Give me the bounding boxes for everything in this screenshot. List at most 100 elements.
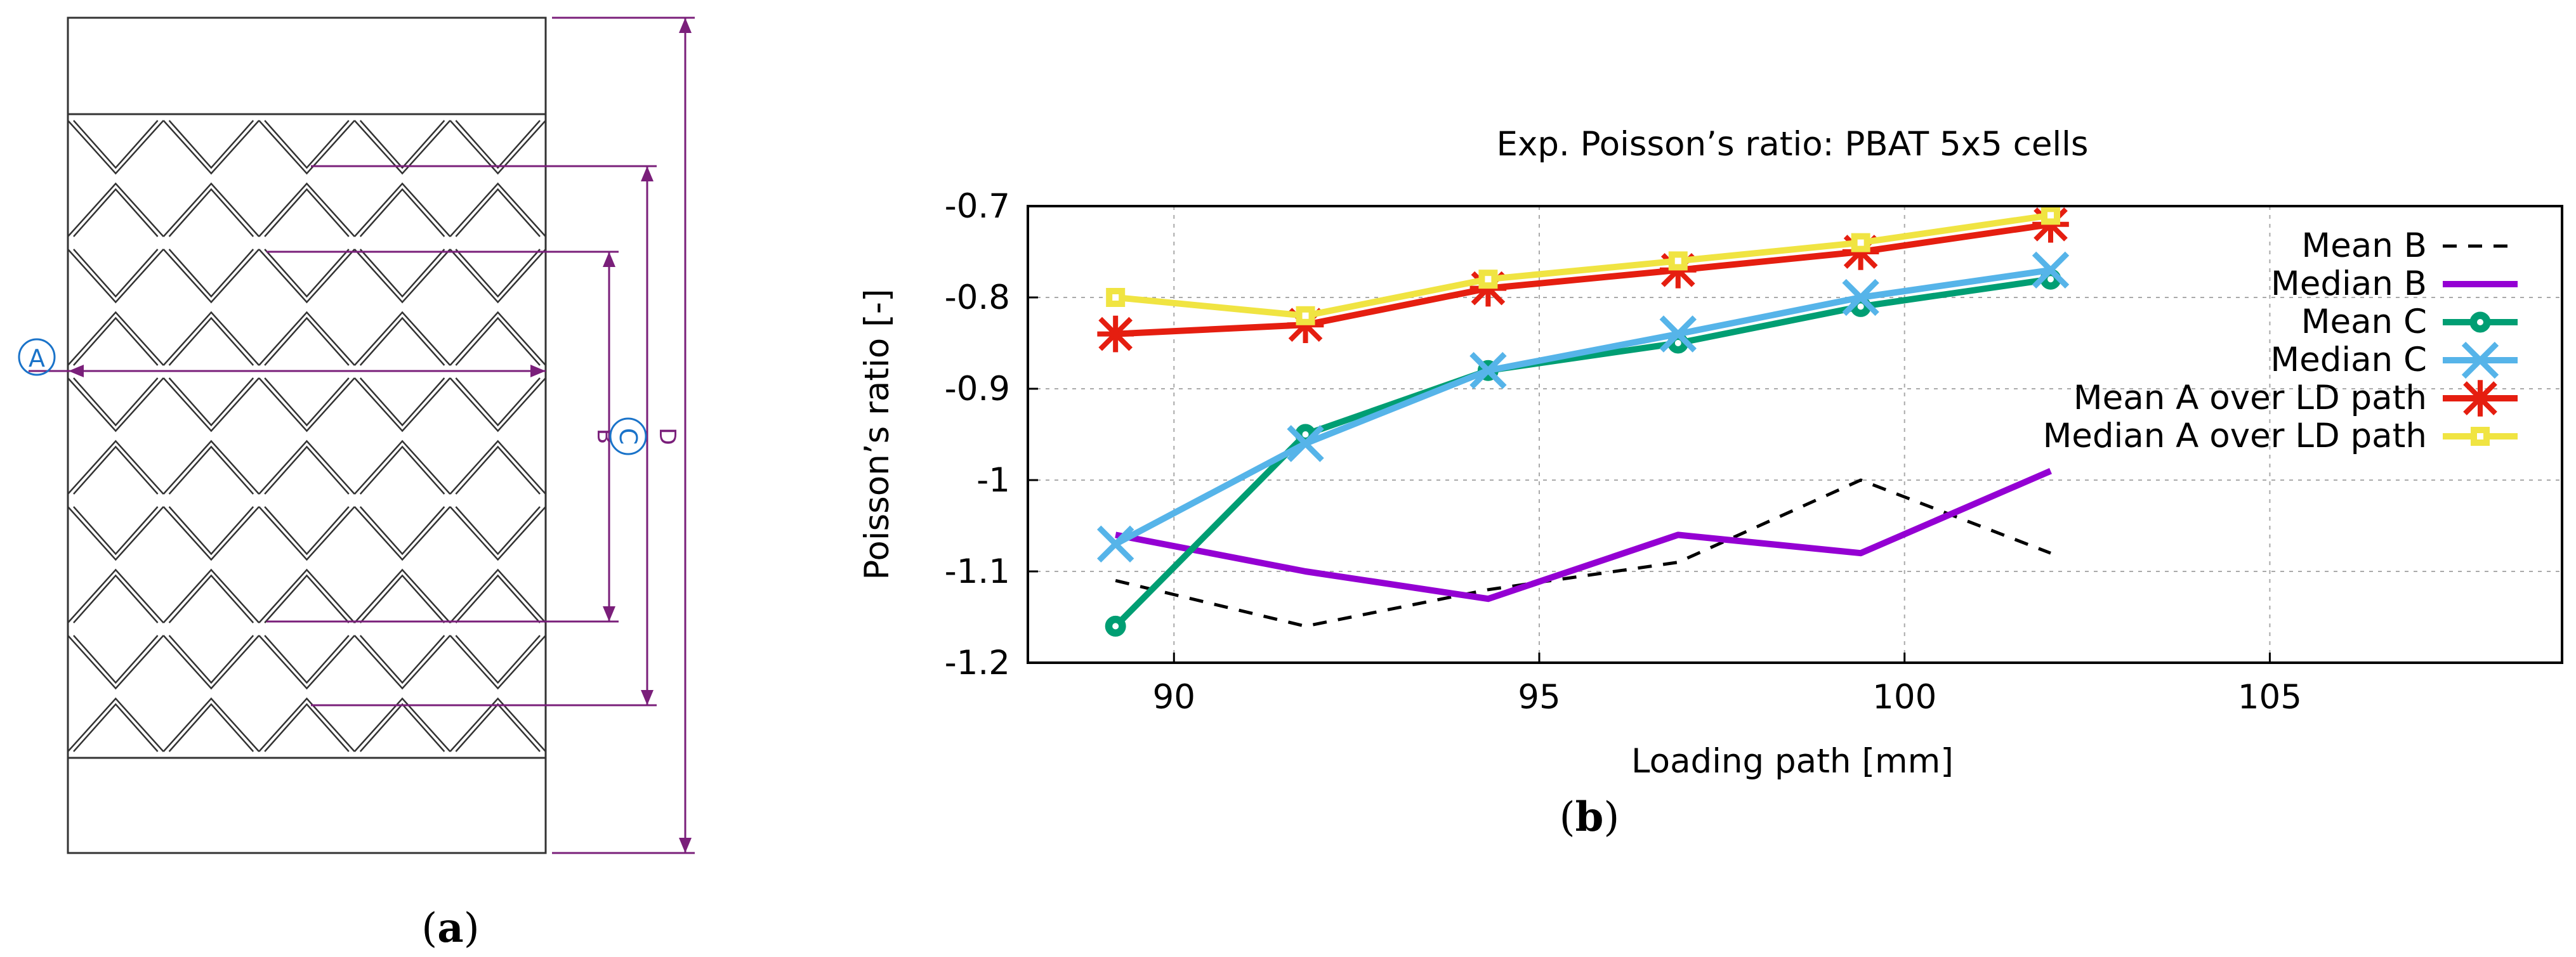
specimen-cell-strut <box>353 568 451 623</box>
specimen-cell-strut <box>258 439 355 495</box>
specimen-cell-strut <box>73 445 159 495</box>
series-line-mean-a-over-ld-path <box>1115 221 2051 337</box>
specimen-cell-strut <box>162 182 260 237</box>
specimen-cell-strut <box>353 249 451 304</box>
specimen-cell-strut <box>162 506 260 561</box>
specimen-cell-strut <box>455 506 541 556</box>
series-median-c <box>1096 251 2070 563</box>
specimen-cell-strut <box>264 316 350 366</box>
specimen-cell-strut <box>455 574 541 623</box>
specimen-cell-strut <box>258 568 355 623</box>
data-point-median-a-over-ld-path <box>1478 270 1498 289</box>
specimen-cell-strut <box>168 249 254 298</box>
specimen-cell-strut <box>67 249 164 304</box>
specimen-cell-strut <box>67 120 164 175</box>
top-grip <box>67 16 547 115</box>
legend-item-median-a-over-ld-path: Median A over LD path <box>2043 417 2518 455</box>
data-point-median-c <box>1659 315 1697 353</box>
specimen-cell-strut <box>353 120 451 175</box>
specimen-cell-strut <box>73 249 159 298</box>
panel-b-caption: (b) <box>1560 793 1620 841</box>
specimen-cell-strut <box>162 568 260 623</box>
specimen-cell-strut <box>258 120 355 175</box>
specimen-cell-strut <box>168 506 254 556</box>
data-point-median-c <box>1096 525 1134 563</box>
bottom-grip <box>67 757 547 854</box>
legend-item-mean-a-over-ld-path: Mean A over LD path <box>2073 379 2518 417</box>
data-point-median-c <box>1842 278 1879 316</box>
specimen-cell-strut <box>162 311 260 366</box>
specimen-cell-strut <box>73 506 159 556</box>
x-tick-label: 100 <box>1872 678 1936 717</box>
plot-frame <box>1027 205 2563 664</box>
specimen-cell-strut <box>359 249 445 298</box>
specimen-cell-strut <box>359 445 445 495</box>
specimen-cell-strut <box>359 120 445 169</box>
x-axis-label: Loading path [mm] <box>1631 742 1954 781</box>
specimen-cell-strut <box>168 703 254 752</box>
specimen-cell-strut <box>449 697 546 752</box>
panel-b: Exp. Poisson’s ratio: PBAT 5x5 cells -0.… <box>858 125 2563 841</box>
specimen-cell-strut <box>264 506 350 556</box>
x-axis: 90 95 100 105 <box>1153 653 2302 717</box>
series-line-mean-c <box>1113 276 2051 628</box>
specimen-cell-strut <box>455 316 541 366</box>
specimen-cell-strut <box>359 703 445 752</box>
legend-label: Median C <box>2270 341 2427 379</box>
specimen-cell-strut <box>73 703 159 752</box>
specimen-cell-strut <box>449 377 546 433</box>
dim-d-arrow-top <box>679 18 692 33</box>
specimen-cell-strut <box>258 506 355 561</box>
dim-d-arrow-bottom <box>679 838 692 853</box>
specimen-cell-strut <box>353 635 451 690</box>
specimen-cell-strut <box>67 635 164 690</box>
specimen-cell-strut <box>264 445 350 495</box>
specimen-cell-strut <box>162 249 260 304</box>
dim-c-arrow-bottom <box>641 690 654 705</box>
specimen-cell-strut <box>168 377 254 427</box>
data-point-median-a-over-ld-path <box>2041 205 2060 225</box>
panel-a-caption-letter: a <box>437 904 463 952</box>
specimen-cell-strut <box>73 635 159 684</box>
specimen-cell-strut <box>359 377 445 427</box>
specimen-cell-strut <box>264 635 350 684</box>
specimen-cell-strut <box>162 697 260 752</box>
data-point-mean-c <box>1105 615 1126 637</box>
panel-b-caption-open: ( <box>1560 794 1575 841</box>
dim-a-callout-circle <box>18 338 56 376</box>
series-median-b <box>1115 468 2052 602</box>
legend-marker <box>2461 341 2499 379</box>
dim-a-arrow-left <box>69 365 84 377</box>
legend-label: Mean C <box>2301 303 2427 341</box>
legend-label: Median B <box>2271 264 2427 303</box>
specimen-cell-strut <box>264 120 350 169</box>
specimen-cell-strut <box>449 439 546 495</box>
series-line-median-c <box>1114 266 2051 547</box>
specimen-cell-strut <box>455 188 541 237</box>
series-line-median-b <box>1115 468 2052 602</box>
specimen-cell-strut <box>449 249 546 304</box>
chart-title: Exp. Poisson’s ratio: PBAT 5x5 cells <box>1496 125 2088 164</box>
specimen-cell-strut <box>258 311 355 366</box>
specimen-cell-strut <box>168 316 254 366</box>
dimension-arrowheads <box>69 18 692 853</box>
y-tick-label: -1.1 <box>945 552 1010 591</box>
specimen-cell-strut <box>264 703 350 752</box>
y-tick-label: -1 <box>976 461 1010 500</box>
panel-a-caption-open: ( <box>421 905 437 952</box>
series-line-mean-b <box>1115 478 2051 628</box>
specimen-cell-strut <box>168 445 254 495</box>
specimen-cell-strut <box>168 574 254 623</box>
data-point-median-c <box>2032 251 2070 289</box>
dim-b-arrow-top <box>603 252 615 267</box>
specimen-cell-strut <box>359 316 445 366</box>
specimen-cell-strut <box>449 311 546 366</box>
data-point-median-a-over-ld-path <box>1296 306 1315 325</box>
legend-item-median-c: Median C <box>2270 341 2518 379</box>
specimen-cell-strut <box>264 574 350 623</box>
specimen-cell-strut <box>168 635 254 684</box>
specimen-cell-strut <box>258 182 355 237</box>
specimen-cell-strut <box>455 445 541 495</box>
